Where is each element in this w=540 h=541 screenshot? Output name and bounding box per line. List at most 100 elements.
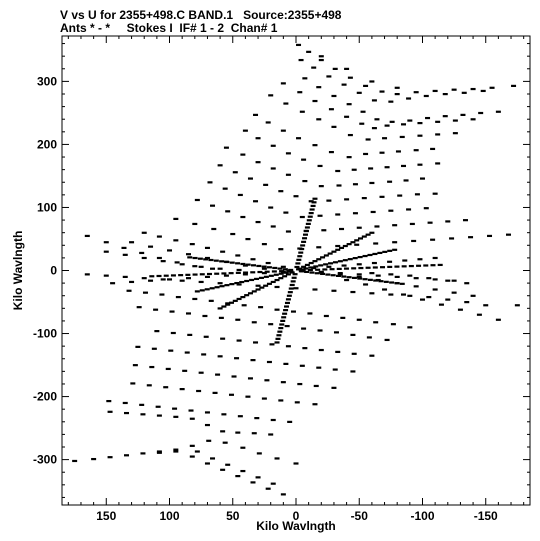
data-point xyxy=(430,264,436,267)
data-point xyxy=(270,167,276,170)
data-point xyxy=(251,432,257,435)
data-point xyxy=(302,233,308,236)
data-point xyxy=(341,83,347,86)
data-point xyxy=(346,276,352,279)
data-point xyxy=(320,272,326,276)
data-point xyxy=(230,232,236,236)
data-point xyxy=(367,253,373,257)
data-point xyxy=(224,260,230,264)
data-point xyxy=(287,291,293,294)
data-point xyxy=(194,290,200,293)
data-point xyxy=(464,301,470,304)
data-point xyxy=(286,294,292,297)
data-point xyxy=(185,312,191,315)
data-point xyxy=(330,274,336,277)
data-point xyxy=(235,262,241,265)
data-point xyxy=(442,92,448,96)
data-point xyxy=(283,211,289,214)
data-point xyxy=(170,274,176,277)
data-point xyxy=(317,214,323,217)
data-point xyxy=(132,364,138,367)
data-point xyxy=(204,256,210,260)
data-point xyxy=(276,334,282,337)
data-point xyxy=(167,278,173,281)
data-point xyxy=(370,210,376,214)
data-point xyxy=(168,349,174,352)
data-point xyxy=(187,256,193,259)
data-point xyxy=(316,118,322,121)
data-point xyxy=(483,304,489,307)
data-point xyxy=(156,451,162,454)
y-tick-label: 100 xyxy=(37,200,57,214)
data-point xyxy=(316,86,322,89)
data-point xyxy=(225,463,231,466)
data-point xyxy=(316,258,322,261)
data-point xyxy=(278,277,284,280)
data-point xyxy=(155,405,161,408)
data-point xyxy=(204,423,210,427)
data-point xyxy=(268,433,274,436)
data-point xyxy=(185,273,191,276)
data-point xyxy=(247,177,253,180)
data-point xyxy=(240,215,246,219)
data-point xyxy=(255,220,261,224)
data-point xyxy=(322,268,328,271)
data-point xyxy=(294,401,300,404)
data-point xyxy=(399,282,405,285)
data-point xyxy=(470,118,476,121)
data-point xyxy=(452,132,458,135)
data-point xyxy=(245,263,251,266)
data-point xyxy=(437,263,443,267)
data-point xyxy=(265,261,271,265)
data-point xyxy=(461,91,467,94)
data-point xyxy=(325,273,331,276)
data-point xyxy=(379,195,385,198)
data-point xyxy=(351,276,357,279)
data-point xyxy=(290,310,296,313)
data-point xyxy=(221,413,227,416)
data-point xyxy=(293,287,299,290)
data-point xyxy=(151,347,157,350)
data-point xyxy=(217,267,223,270)
data-point xyxy=(209,287,215,290)
data-point xyxy=(288,268,294,272)
data-point xyxy=(356,226,362,229)
data-point xyxy=(185,277,191,280)
data-point xyxy=(256,452,262,455)
data-point xyxy=(243,271,249,274)
data-point xyxy=(196,389,202,393)
data-point xyxy=(435,162,441,165)
data-point xyxy=(333,331,339,334)
data-point xyxy=(417,121,423,125)
data-point xyxy=(350,333,356,336)
data-point xyxy=(201,353,207,356)
data-point xyxy=(189,243,195,246)
data-point xyxy=(383,280,389,283)
y-tick-label: -300 xyxy=(33,453,57,467)
data-point xyxy=(402,259,408,262)
data-point xyxy=(254,277,260,281)
data-point xyxy=(235,271,241,274)
data-point xyxy=(179,388,185,391)
data-point xyxy=(220,468,226,471)
data-point xyxy=(426,277,432,280)
data-point xyxy=(361,235,367,238)
data-point xyxy=(308,200,314,203)
data-point xyxy=(365,233,371,236)
data-point xyxy=(316,246,322,249)
data-point xyxy=(350,370,356,373)
data-point xyxy=(356,263,362,266)
data-point xyxy=(107,410,113,413)
data-point xyxy=(413,149,419,152)
data-point xyxy=(189,417,195,420)
data-point xyxy=(204,246,210,250)
data-point xyxy=(301,240,307,243)
data-point xyxy=(279,323,285,326)
data-point xyxy=(255,288,261,291)
data-point xyxy=(263,275,269,278)
data-point xyxy=(350,241,356,244)
data-point xyxy=(372,266,378,269)
data-point xyxy=(278,272,284,275)
data-point xyxy=(299,364,305,367)
data-point xyxy=(435,133,441,136)
